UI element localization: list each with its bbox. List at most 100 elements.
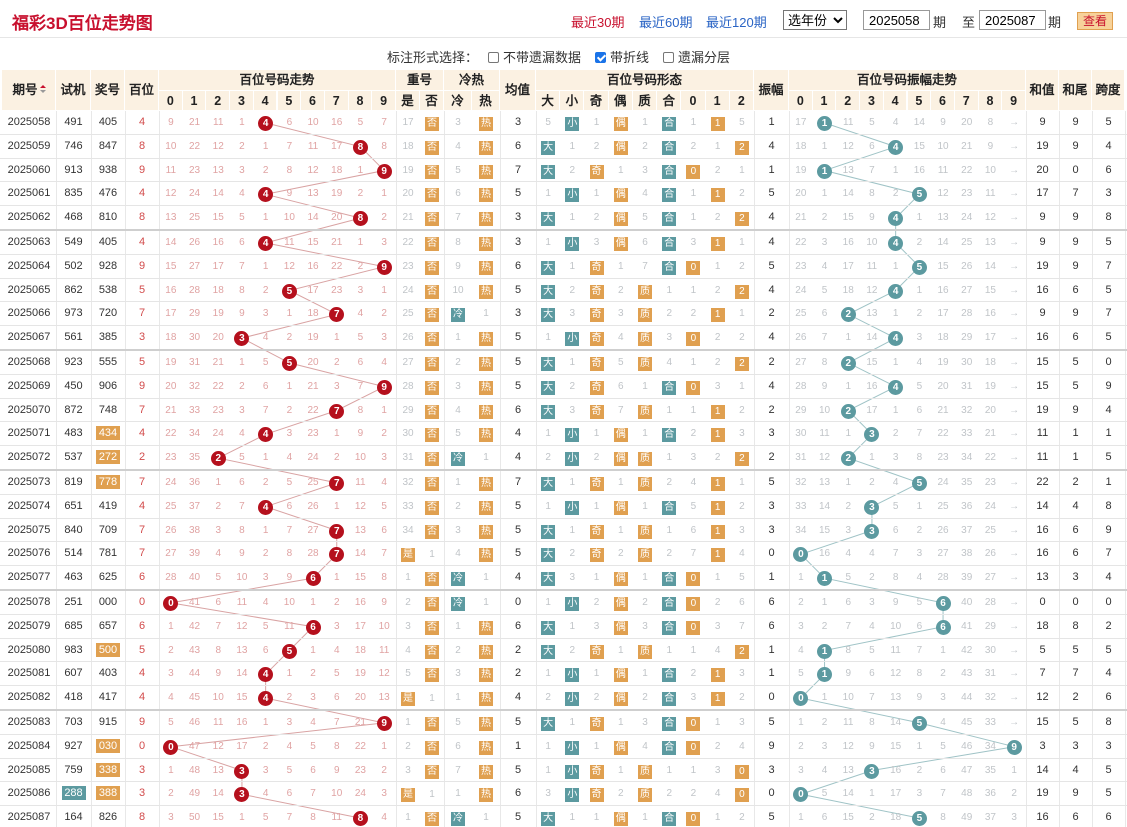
trend-miss-cell: 33: [188, 404, 201, 416]
form-badge: 0: [686, 740, 701, 755]
ampt-miss-cell: →: [1009, 140, 1020, 152]
ampt-miss-cell: 6: [821, 308, 828, 320]
ampt-miss-cell: 11: [890, 644, 901, 656]
issue-cell: 2025065: [7, 283, 51, 296]
view-button[interactable]: 查看: [1077, 12, 1113, 30]
form-cell: 合: [657, 135, 681, 159]
trend-miss-cell: 48: [188, 764, 201, 776]
ampt-miss-cell: 47: [961, 764, 973, 776]
trend-miss-cell: 6: [310, 764, 316, 776]
avg-cell: 5: [514, 379, 522, 392]
trend-ball: 3: [234, 763, 250, 779]
form-cell: 1: [739, 164, 745, 176]
repeat-cell: 20: [402, 188, 414, 200]
ampt-miss-cell: 3: [798, 764, 804, 776]
ampt-miss-cell: 4: [916, 357, 923, 368]
amp-cell: 5: [768, 187, 775, 200]
form-cell: 4: [642, 740, 648, 752]
option-polyline[interactable]: 带折线: [595, 47, 649, 66]
form-cell: 奇: [584, 782, 608, 806]
ampt-hit-cell: 3: [860, 519, 884, 543]
form-badge: 1: [710, 404, 725, 419]
prize-cell: 272: [91, 446, 125, 470]
trend-miss-cell: 4: [239, 188, 245, 200]
repeat-cell: 否: [420, 735, 444, 759]
ampt-miss-cell: 1: [798, 572, 804, 584]
ampt-miss-cell: 15: [937, 260, 949, 272]
ampt-miss-cell: 32: [795, 477, 807, 488]
cold-badge: 冷: [451, 812, 465, 827]
ampt-hit-cell: 2: [836, 399, 860, 423]
cold-cell: 4: [455, 140, 461, 152]
span-cell: 1: [1105, 476, 1112, 488]
recent-30-link[interactable]: 最近30期: [571, 15, 625, 30]
option-missing-layer[interactable]: 遗漏分层: [663, 47, 730, 66]
ampt-miss-cell: 14: [937, 237, 949, 248]
col-tail-header: 和尾: [1059, 70, 1092, 111]
form-cell: 1: [666, 404, 672, 416]
trend-miss-cell: 9: [286, 188, 293, 200]
form-badge: 合: [662, 597, 677, 611]
col-issue-header[interactable]: 期号: [2, 70, 56, 111]
trend-hit-cell: 9: [372, 159, 396, 183]
trend-miss-cell: 27: [165, 548, 177, 560]
year-select[interactable]: 选年份: [783, 10, 847, 30]
prize-cell: 709: [98, 523, 118, 536]
form-cell: 4: [739, 548, 745, 560]
col-sum-header: 和值: [1026, 70, 1059, 111]
repeat-badge: 否: [425, 620, 439, 635]
form-cell: 小: [560, 782, 584, 806]
tail-cell: 1: [1072, 451, 1079, 464]
cold-badge: 冷: [451, 597, 465, 611]
ampt-ball: 4: [888, 236, 904, 251]
checkbox-checked-icon[interactable]: [595, 52, 606, 63]
trend-miss-cell: 2: [357, 260, 364, 272]
ampt-miss-cell: 7: [869, 164, 875, 176]
tail-cell: 6: [1072, 811, 1079, 824]
ampt-miss-cell: 31: [984, 668, 996, 680]
ampt-miss-cell: 10: [866, 237, 878, 248]
form-cell: 偶: [609, 735, 633, 759]
trend-miss-cell: 2: [262, 740, 269, 752]
tail-cell: 5: [1072, 716, 1079, 728]
span-cell: 9: [1105, 379, 1112, 392]
from-issue-input[interactable]: [863, 10, 930, 30]
hot-cell: 热: [472, 782, 500, 806]
recent-120-link[interactable]: 最近120期: [706, 15, 767, 30]
form-cell: 偶: [609, 495, 633, 519]
trend-ball: 4: [258, 667, 274, 683]
ampt-miss-cell: 17: [795, 117, 807, 128]
trend-miss-cell: 17: [354, 620, 366, 632]
trend-ball: 6: [305, 619, 321, 635]
sort-icon[interactable]: [39, 85, 46, 95]
hundreds-cell: 6: [138, 619, 146, 632]
form-badge: 合: [662, 117, 677, 131]
ampt-miss-cell: 18: [842, 284, 854, 296]
checkbox-icon[interactable]: [488, 52, 499, 63]
hundreds-cell: 4: [138, 116, 146, 128]
to-issue-input[interactable]: [979, 10, 1046, 30]
form-badge: 大: [541, 717, 556, 731]
form-cell: 大: [536, 159, 560, 183]
shiji-cell: 491: [64, 116, 83, 128]
ampt-miss-cell: 5: [940, 740, 946, 752]
checkbox-icon[interactable]: [663, 52, 674, 63]
form-cell: 偶: [609, 566, 633, 590]
recent-60-link[interactable]: 最近60期: [639, 15, 693, 30]
shiji-cell: 537: [64, 451, 83, 464]
ampt-ball: 5: [911, 811, 927, 827]
form-cell: 1: [642, 500, 648, 512]
form-cell: 1: [706, 399, 730, 423]
trend-miss-cell: 23: [165, 452, 177, 464]
form-badge: 大: [541, 812, 556, 827]
repeat-cell: 34: [402, 524, 414, 536]
form-badge: 质: [637, 452, 652, 467]
ampt-ball: 2: [840, 307, 856, 323]
ampt-miss-cell: 22: [937, 428, 949, 440]
trend-miss-cell: 8: [310, 812, 316, 824]
option-no-missing[interactable]: 不带遗漏数据: [488, 47, 581, 66]
ampt-miss-cell: 3: [821, 740, 828, 752]
form-cell: 2: [642, 597, 648, 608]
trend-miss-cell: 5: [357, 117, 364, 128]
ampt-miss-cell: 2: [916, 308, 923, 320]
